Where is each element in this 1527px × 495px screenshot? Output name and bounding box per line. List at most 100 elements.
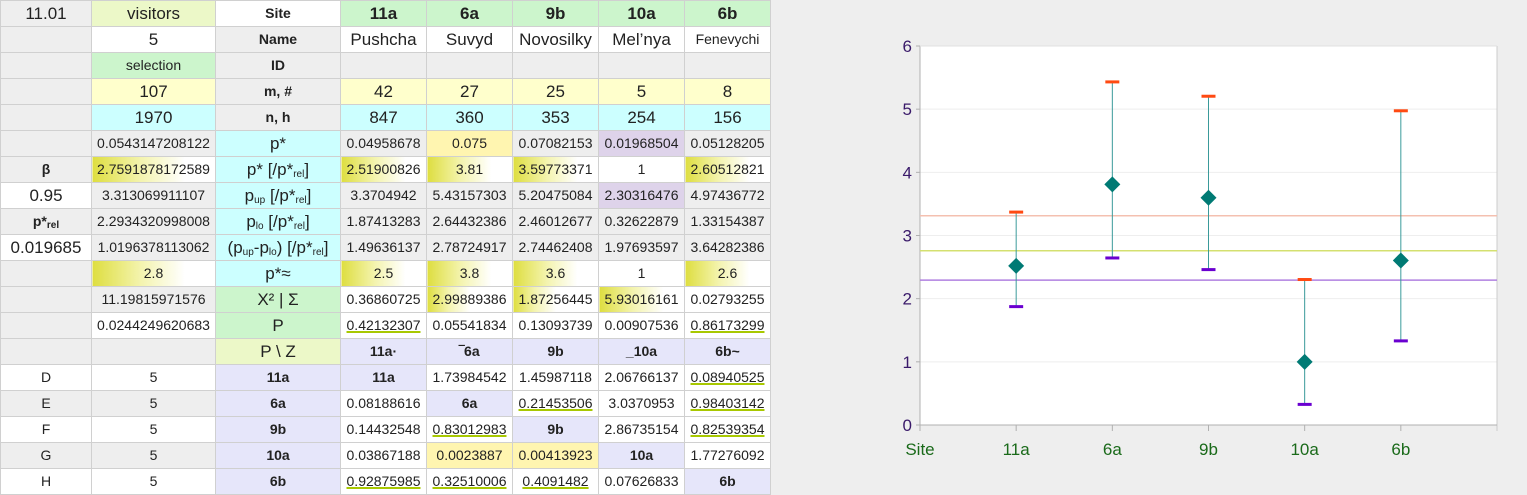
- cell-r6-c7[interactable]: 0.01968504: [598, 130, 685, 157]
- cell-r16-c5[interactable]: 6a: [426, 390, 513, 417]
- cell-r8-c8[interactable]: 4.97436772: [684, 182, 771, 209]
- cell-r13-c8[interactable]: 0.86173299: [684, 312, 771, 339]
- cell-r4-c3[interactable]: m, #: [215, 78, 341, 105]
- cell-r19-c1[interactable]: H: [0, 468, 92, 495]
- cell-r13-c2[interactable]: 0.0244249620683: [91, 312, 216, 339]
- cell-r14-c3[interactable]: P \ Z: [215, 338, 341, 365]
- cell-r18-c4[interactable]: 0.03867188: [340, 442, 427, 469]
- cell-r12-c2[interactable]: 11.19815971576: [91, 286, 216, 313]
- cell-r18-c2[interactable]: 5: [91, 442, 216, 469]
- cell-r12-c4[interactable]: 0.36860725: [340, 286, 427, 313]
- cell-r3-c1[interactable]: [0, 52, 92, 79]
- cell-r11-c7[interactable]: 1: [598, 260, 685, 287]
- cell-r18-c1[interactable]: G: [0, 442, 92, 469]
- cell-r15-c8[interactable]: 0.08940525: [684, 364, 771, 391]
- cell-r5-c3[interactable]: n, h: [215, 104, 341, 131]
- cell-r4-c7[interactable]: 5: [598, 78, 685, 105]
- cell-r2-c4[interactable]: Pushcha: [340, 26, 427, 53]
- cell-r14-c1[interactable]: [0, 338, 92, 365]
- cell-r11-c4[interactable]: 2.5: [340, 260, 427, 287]
- cell-r12-c7[interactable]: 5.93016161: [598, 286, 685, 313]
- cell-r16-c3[interactable]: 6a: [215, 390, 341, 417]
- cell-r18-c3[interactable]: 10a: [215, 442, 341, 469]
- cell-r1-c7[interactable]: 10a: [598, 0, 685, 27]
- cell-r16-c4[interactable]: 0.08188616: [340, 390, 427, 417]
- cell-r11-c8[interactable]: 2.6: [684, 260, 771, 287]
- cell-r9-c7[interactable]: 0.32622879: [598, 208, 685, 235]
- cell-r5-c4[interactable]: 847: [340, 104, 427, 131]
- cell-r6-c5[interactable]: 0.075: [426, 130, 513, 157]
- cell-r8-c3[interactable]: pup [/p*rel]: [215, 182, 341, 209]
- cell-r11-c3[interactable]: p*≈: [215, 260, 341, 287]
- cell-r16-c7[interactable]: 3.0370953: [598, 390, 685, 417]
- cell-r6-c1[interactable]: [0, 130, 92, 157]
- cell-r12-c3[interactable]: X² | Σ: [215, 286, 341, 313]
- cell-r9-c6[interactable]: 2.46012677: [512, 208, 599, 235]
- cell-r15-c3[interactable]: 11a: [215, 364, 341, 391]
- cell-r7-c8[interactable]: 2.60512821: [684, 156, 771, 183]
- cell-r5-c2[interactable]: 1970: [91, 104, 216, 131]
- cell-r1-c4[interactable]: 11a: [340, 0, 427, 27]
- cell-r9-c3[interactable]: plo [/p*rel]: [215, 208, 341, 235]
- cell-r4-c4[interactable]: 42: [340, 78, 427, 105]
- cell-r10-c4[interactable]: 1.49636137: [340, 234, 427, 261]
- cell-r17-c7[interactable]: 2.86735154: [598, 416, 685, 443]
- cell-r8-c1[interactable]: 0.95: [0, 182, 92, 209]
- cell-r16-c1[interactable]: E: [0, 390, 92, 417]
- cell-r2-c6[interactable]: Novosilky: [512, 26, 599, 53]
- cell-r17-c8[interactable]: 0.82539354: [684, 416, 771, 443]
- cell-r4-c8[interactable]: 8: [684, 78, 771, 105]
- cell-r10-c8[interactable]: 3.64282386: [684, 234, 771, 261]
- cell-r16-c6[interactable]: 0.21453506: [512, 390, 599, 417]
- cell-r18-c6[interactable]: 0.00413923: [512, 442, 599, 469]
- cell-r14-c4[interactable]: 11a·: [340, 338, 427, 365]
- cell-r9-c1[interactable]: p*rel: [0, 208, 92, 235]
- cell-r19-c2[interactable]: 5: [91, 468, 216, 495]
- cell-r15-c7[interactable]: 2.06766137: [598, 364, 685, 391]
- cell-r10-c7[interactable]: 1.97693597: [598, 234, 685, 261]
- cell-r1-c5[interactable]: 6a: [426, 0, 513, 27]
- cell-r1-c6[interactable]: 9b: [512, 0, 599, 27]
- cell-r16-c8[interactable]: 0.98403142: [684, 390, 771, 417]
- cell-r6-c2[interactable]: 0.0543147208122: [91, 130, 216, 157]
- cell-r12-c5[interactable]: 2.99889386: [426, 286, 513, 313]
- cell-r18-c8[interactable]: 1.77276092: [684, 442, 771, 469]
- cell-r8-c6[interactable]: 5.20475084: [512, 182, 599, 209]
- cell-r5-c6[interactable]: 353: [512, 104, 599, 131]
- cell-r15-c1[interactable]: D: [0, 364, 92, 391]
- cell-r18-c7[interactable]: 10a: [598, 442, 685, 469]
- cell-r4-c1[interactable]: [0, 78, 92, 105]
- cell-r5-c8[interactable]: 156: [684, 104, 771, 131]
- cell-r19-c3[interactable]: 6b: [215, 468, 341, 495]
- cell-r9-c5[interactable]: 2.64432386: [426, 208, 513, 235]
- cell-r7-c5[interactable]: 3.81: [426, 156, 513, 183]
- cell-r17-c1[interactable]: F: [0, 416, 92, 443]
- cell-r3-c8[interactable]: [684, 52, 771, 79]
- cell-r12-c1[interactable]: [0, 286, 92, 313]
- cell-r13-c3[interactable]: P: [215, 312, 341, 339]
- cell-r6-c6[interactable]: 0.07082153: [512, 130, 599, 157]
- cell-r10-c1[interactable]: 0.019685: [0, 234, 92, 261]
- cell-r15-c4[interactable]: 11a: [340, 364, 427, 391]
- cell-r6-c4[interactable]: 0.04958678: [340, 130, 427, 157]
- cell-r9-c4[interactable]: 1.87413283: [340, 208, 427, 235]
- cell-r15-c5[interactable]: 1.73984542: [426, 364, 513, 391]
- cell-r12-c6[interactable]: 1.87256445: [512, 286, 599, 313]
- cell-r14-c7[interactable]: _10a: [598, 338, 685, 365]
- cell-r8-c5[interactable]: 5.43157303: [426, 182, 513, 209]
- cell-r15-c6[interactable]: 1.45987118: [512, 364, 599, 391]
- cell-r10-c3[interactable]: (pup-plo) [/p*rel]: [215, 234, 341, 261]
- cell-r18-c5[interactable]: 0.0023887: [426, 442, 513, 469]
- cell-r17-c4[interactable]: 0.14432548: [340, 416, 427, 443]
- cell-r2-c1[interactable]: [0, 26, 92, 53]
- cell-r4-c5[interactable]: 27: [426, 78, 513, 105]
- cell-r1-c2[interactable]: visitors: [91, 0, 216, 27]
- cell-r11-c6[interactable]: 3.6: [512, 260, 599, 287]
- cell-r17-c2[interactable]: 5: [91, 416, 216, 443]
- cell-r3-c6[interactable]: [512, 52, 599, 79]
- cell-r19-c8[interactable]: 6b: [684, 468, 771, 495]
- cell-r3-c2[interactable]: selection: [91, 52, 216, 79]
- cell-r3-c7[interactable]: [598, 52, 685, 79]
- cell-r1-c1[interactable]: 11.01: [0, 0, 92, 27]
- cell-r1-c3[interactable]: Site: [215, 0, 341, 27]
